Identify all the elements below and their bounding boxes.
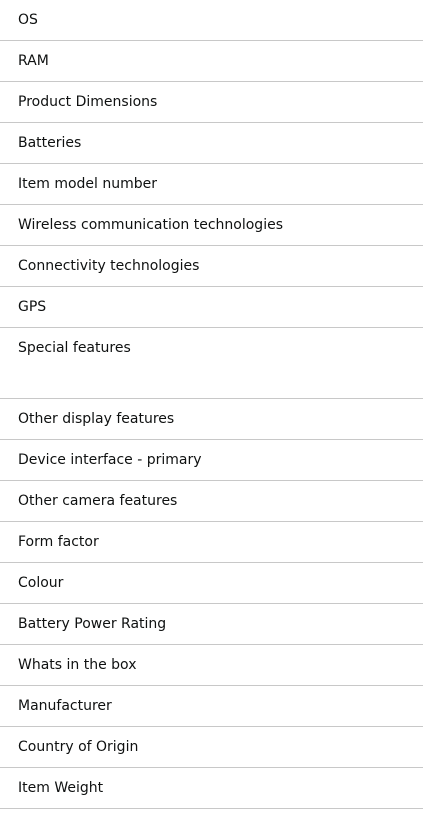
spec-row-special-features: Special features bbox=[0, 328, 423, 399]
spec-row-other-camera-features: Other camera features bbox=[0, 481, 423, 522]
spec-row-connectivity: Connectivity technologies bbox=[0, 246, 423, 287]
product-specs-table: OS RAM Product Dimensions Batteries Item… bbox=[0, 0, 423, 809]
spec-row-wireless-communication: Wireless communication technologies bbox=[0, 205, 423, 246]
spec-row-os: OS bbox=[0, 0, 423, 41]
spec-row-colour: Colour bbox=[0, 563, 423, 604]
spec-row-item-model-number: Item model number bbox=[0, 164, 423, 205]
spec-row-ram: RAM bbox=[0, 41, 423, 82]
spec-row-manufacturer: Manufacturer bbox=[0, 686, 423, 727]
spec-row-device-interface: Device interface - primary bbox=[0, 440, 423, 481]
spec-row-country-of-origin: Country of Origin bbox=[0, 727, 423, 768]
spec-row-gps: GPS bbox=[0, 287, 423, 328]
spec-row-other-display-features: Other display features bbox=[0, 399, 423, 440]
spec-row-whats-in-the-box: Whats in the box bbox=[0, 645, 423, 686]
spec-row-form-factor: Form factor bbox=[0, 522, 423, 563]
spec-row-product-dimensions: Product Dimensions bbox=[0, 82, 423, 123]
spec-row-item-weight: Item Weight bbox=[0, 768, 423, 809]
spec-row-batteries: Batteries bbox=[0, 123, 423, 164]
spec-row-battery-power-rating: Battery Power Rating bbox=[0, 604, 423, 645]
